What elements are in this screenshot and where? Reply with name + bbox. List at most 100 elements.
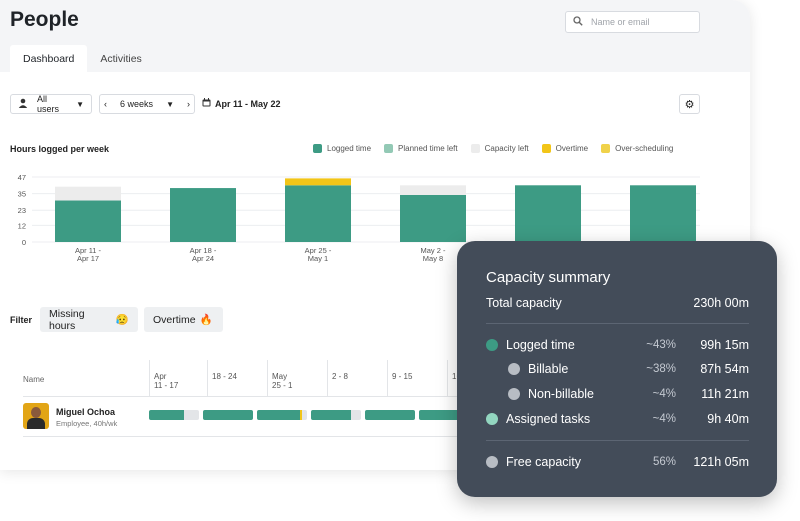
summary-divider [486,440,749,441]
chevron-right-icon[interactable]: › [187,99,190,109]
row-value: 9h 40m [707,412,749,426]
week-column: 2 - 8 [327,360,384,396]
month-label: Apr [154,372,167,381]
tab-dashboard[interactable]: Dashboard [10,45,88,72]
legend-logged: Logged time [313,144,371,153]
remaining-fill [184,410,199,420]
users-dropdown[interactable]: All users ▼ [10,94,92,114]
missing-hours-filter[interactable]: Missing hours 😥 [40,307,138,332]
row-value: 87h 54m [700,362,749,376]
row-pct: 56% [652,456,676,468]
legend-capacity: Capacity left [470,144,529,153]
name-column-header: Name [23,375,45,384]
week-range: 2 - 8 [332,372,349,381]
y-tick-label: 0 [22,238,26,247]
summary-row-billable: Billable ~38% 87h 54m [486,360,749,378]
chart-legend: Logged time Planned time left Capacity l… [313,144,673,153]
week-range: 9 - 15 [392,372,413,381]
legend-label: Logged time [327,144,372,153]
avatar-body [27,418,45,429]
month-label: May [272,372,288,381]
legend-swatch [470,144,480,153]
avatar[interactable] [23,403,49,429]
tab-bar: Dashboard Activities [10,45,155,72]
row-pct: ~43% [646,339,676,351]
legend-swatch [313,144,322,153]
logged-fill [311,410,351,420]
row-label: Logged time [506,338,575,352]
week-progress-bar[interactable] [203,410,253,420]
user-name[interactable]: Miguel Ochoa [56,407,116,417]
caret-down-icon: ▼ [76,99,84,109]
date-range[interactable]: Apr 11 - May 22 [202,98,281,109]
week-range: 25 - 1 [272,381,293,390]
bar-segment [630,185,696,242]
timeline-header: Name Apr 11 - 17 18 - 24 May 25 - 1 2 - 8 … [0,360,750,396]
user-role: Employee, 40h/wk [56,419,118,428]
x-tick-label: Apr 18 - [190,246,217,255]
settings-button[interactable]: ⚙ [679,94,700,114]
x-tick-label: May 8 [423,254,443,263]
row-label: Billable [528,362,569,376]
week-range: 11 - 17 [154,381,179,390]
total-capacity-label: Total capacity [486,296,562,310]
week-progress-bar[interactable] [311,410,361,420]
bar-segment [285,185,351,242]
bar-segment [400,194,466,242]
row-value: 99h 15m [700,338,749,352]
week-progress-bar[interactable] [257,410,307,420]
summary-row-assigned: Assigned tasks ~4% 9h 40m [486,410,749,428]
avatar-head [31,407,41,418]
legend-swatch [601,144,611,153]
x-tick-label: Apr 25 - [305,246,332,255]
weeks-selector[interactable]: ‹ 6 weeks ▼ › [99,94,195,114]
week-progress-bar[interactable] [365,410,415,420]
dot-icon [486,339,498,351]
legend-label: Over-scheduling [615,144,674,153]
y-tick-label: 35 [18,190,26,199]
row-divider [23,396,750,397]
row-pct: ~38% [646,363,676,375]
search-input[interactable]: Name or email [565,11,700,33]
logged-fill [419,410,469,420]
x-tick-label: Apr 24 [192,254,214,263]
row-label: Assigned tasks [506,412,591,426]
weeks-label: 6 weeks [120,99,154,109]
summary-divider [486,323,749,324]
row-pct: ~4% [652,413,676,425]
capacity-summary-card: Capacity summary Total capacity 230h 00m… [457,241,777,497]
tab-activities[interactable]: Activities [100,52,142,65]
sad-face-icon: 😥 [115,314,129,326]
row-label: Non-billable [528,387,595,401]
week-column: Apr 11 - 17 [149,360,206,396]
row-divider [23,436,750,437]
filter-label: Filter [10,315,33,325]
search-icon [573,16,583,28]
chip-label: Overtime [153,313,196,326]
row-value: 121h 05m [693,455,749,469]
remaining-fill [351,410,361,420]
gear-icon: ⚙ [684,98,695,111]
week-range: 18 - 24 [212,372,237,381]
legend-overtime: Overtime [541,144,588,153]
search-placeholder: Name or email [591,17,650,27]
logged-fill [149,410,184,420]
x-tick-label: May 2 - [420,246,446,255]
bar-segment [515,185,581,242]
summary-title: Capacity summary [486,269,611,286]
bar-segment [55,200,121,242]
legend-swatch [541,144,551,153]
dot-icon [508,363,520,375]
hours-bar-chart: 0 12 23 35 47 Apr 11 -Apr 17 Apr 18 -Apr 24 Apr… [18,173,700,263]
week-progress-bar[interactable] [419,410,469,420]
bar-segment [170,188,236,242]
row-pct: ~4% [652,388,676,400]
date-range-label: Apr 11 - May 22 [215,98,281,109]
overtime-filter[interactable]: Overtime 🔥 [144,307,223,332]
week-progress-bar[interactable] [149,410,199,420]
week-column: 9 - 15 [387,360,444,396]
app-window: People Name or email Dashboard Activitie… [0,0,750,437]
legend-label: Capacity left [484,144,529,153]
chevron-left-icon[interactable]: ‹ [104,99,107,109]
legend-planned: Planned time left [384,144,458,153]
